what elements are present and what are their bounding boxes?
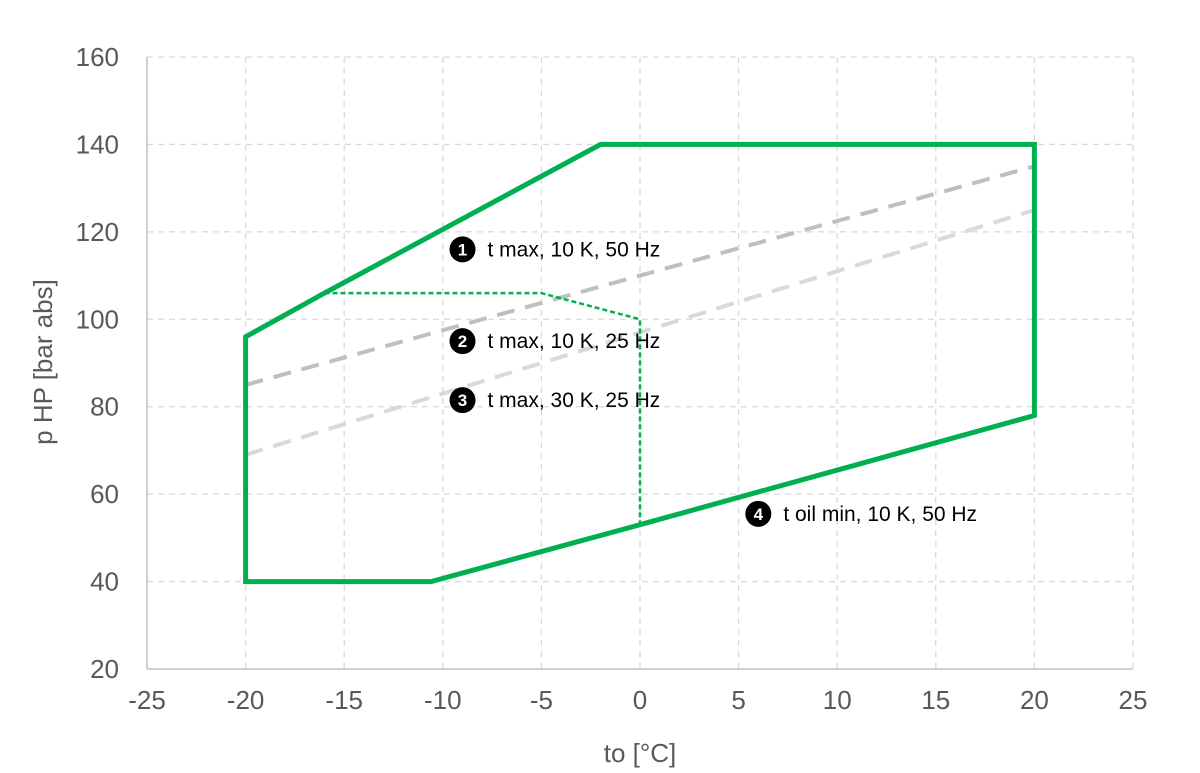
series-line-10k (245, 164, 1035, 387)
tick-label-layer: -25 -20 -15 -10 -5 0 5 10 15 20 252040608010012014… (76, 42, 1148, 715)
annotation-badge (449, 387, 476, 414)
y-axis-title: p HP [bar abs] (28, 279, 58, 445)
x-axis-title: to [°C] (604, 738, 677, 768)
y-tick-label: 140 (76, 129, 119, 159)
y-tick-label: 20 (90, 654, 119, 684)
x-tick-label: -15 (325, 685, 363, 715)
annotation-label: t max, 10 K, 50 Hz (488, 238, 661, 261)
annotation-4: 4 t oil min, 10 K, 50 Hz (745, 500, 977, 527)
series-envelope (243, 141, 1037, 585)
annotation-label: t max, 10 K, 25 Hz (488, 330, 661, 353)
x-tick-label: -10 (424, 685, 462, 715)
annotation-label: t max, 30 K, 25 Hz (488, 389, 661, 412)
annotation-badge (449, 236, 476, 263)
x-tick-label: 10 (823, 685, 852, 715)
annotation-badge (449, 328, 476, 355)
annotation-number: 3 (458, 391, 467, 410)
y-tick-label: 120 (76, 217, 119, 247)
series-layer (243, 141, 1037, 585)
annotation-2: 2 t max, 10 K, 25 Hz (449, 328, 661, 355)
series-envelope-25hz (324, 291, 642, 525)
y-tick-label: 160 (76, 42, 119, 72)
x-tick-label: -25 (128, 685, 166, 715)
y-tick-label: 40 (90, 567, 119, 597)
annotation-3: 3 t max, 30 K, 25 Hz (449, 387, 661, 414)
annotation-badge (745, 500, 772, 527)
x-tick-label: 5 (731, 685, 745, 715)
x-tick-label: 25 (1119, 685, 1148, 715)
y-tick-label: 100 (76, 304, 119, 334)
x-tick-label: 20 (1020, 685, 1049, 715)
annotation-number: 2 (458, 332, 467, 351)
x-tick-label: 15 (921, 685, 950, 715)
x-tick-label: -20 (227, 685, 265, 715)
y-tick-label: 60 (90, 479, 119, 509)
annotation-number: 1 (458, 240, 467, 259)
annotation-1: 1 t max, 10 K, 50 Hz (449, 236, 661, 263)
annotation-label: t oil min, 10 K, 50 Hz (783, 503, 977, 526)
x-tick-label: -5 (530, 685, 553, 715)
annotation-layer: 1 t max, 10 K, 50 Hz 2 t max, 10 K, 25 Hz 3 t… (449, 236, 977, 527)
x-tick-label: 0 (633, 685, 647, 715)
annotation-number: 4 (754, 505, 764, 524)
y-tick-label: 80 (90, 392, 119, 422)
axis-layer (146, 57, 1133, 670)
